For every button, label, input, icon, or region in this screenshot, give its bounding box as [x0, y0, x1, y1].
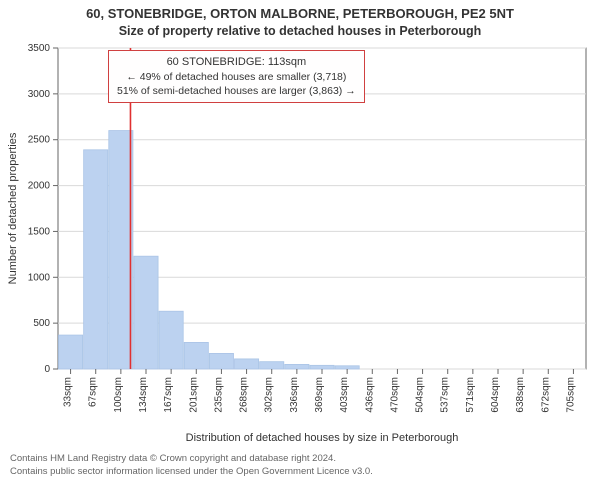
svg-text:1000: 1000	[28, 272, 51, 283]
svg-text:470sqm: 470sqm	[389, 377, 400, 413]
chart-title-block: 60, STONEBRIDGE, ORTON MALBORNE, PETERBO…	[0, 0, 600, 42]
svg-text:67sqm: 67sqm	[88, 377, 99, 407]
chart-area: 0 500 1000 1500 2000 2500 3000 3500 33sqm 67sqm 10…	[0, 42, 600, 447]
svg-text:2500: 2500	[28, 135, 51, 146]
footer-attribution: Contains HM Land Registry data © Crown c…	[0, 447, 600, 483]
svg-text:571sqm: 571sqm	[465, 377, 476, 413]
svg-text:167sqm: 167sqm	[163, 377, 174, 413]
title-line-2: Size of property relative to detached ho…	[8, 24, 592, 40]
svg-text:705sqm: 705sqm	[565, 377, 576, 413]
svg-text:537sqm: 537sqm	[440, 377, 451, 413]
svg-text:134sqm: 134sqm	[138, 377, 149, 413]
svg-text:33sqm: 33sqm	[63, 377, 74, 407]
svg-text:604sqm: 604sqm	[490, 377, 501, 413]
svg-text:638sqm: 638sqm	[515, 377, 526, 413]
footer-line-2: Contains public sector information licen…	[10, 466, 592, 479]
svg-text:Distribution of detached house: Distribution of detached houses by size …	[186, 432, 459, 444]
svg-text:201sqm: 201sqm	[188, 377, 199, 413]
svg-text:Number of detached properties: Number of detached properties	[7, 132, 19, 284]
svg-text:0: 0	[44, 364, 50, 375]
title-line-1: 60, STONEBRIDGE, ORTON MALBORNE, PETERBO…	[8, 6, 592, 22]
svg-text:3500: 3500	[28, 43, 51, 54]
svg-text:403sqm: 403sqm	[339, 377, 350, 413]
svg-text:235sqm: 235sqm	[213, 377, 224, 413]
svg-text:302sqm: 302sqm	[264, 377, 275, 413]
svg-text:100sqm: 100sqm	[113, 377, 124, 413]
svg-text:1500: 1500	[28, 226, 51, 237]
svg-text:336sqm: 336sqm	[289, 377, 300, 413]
svg-text:504sqm: 504sqm	[415, 377, 426, 413]
svg-text:3000: 3000	[28, 89, 51, 100]
svg-text:500: 500	[33, 318, 50, 329]
svg-text:369sqm: 369sqm	[314, 377, 325, 413]
svg-text:2000: 2000	[28, 180, 51, 191]
svg-text:672sqm: 672sqm	[540, 377, 551, 413]
histogram-svg: 0 500 1000 1500 2000 2500 3000 3500 33sqm 67sqm 10…	[0, 42, 600, 447]
svg-text:268sqm: 268sqm	[239, 377, 250, 413]
svg-text:436sqm: 436sqm	[364, 377, 375, 413]
footer-line-1: Contains HM Land Registry data © Crown c…	[10, 453, 592, 466]
